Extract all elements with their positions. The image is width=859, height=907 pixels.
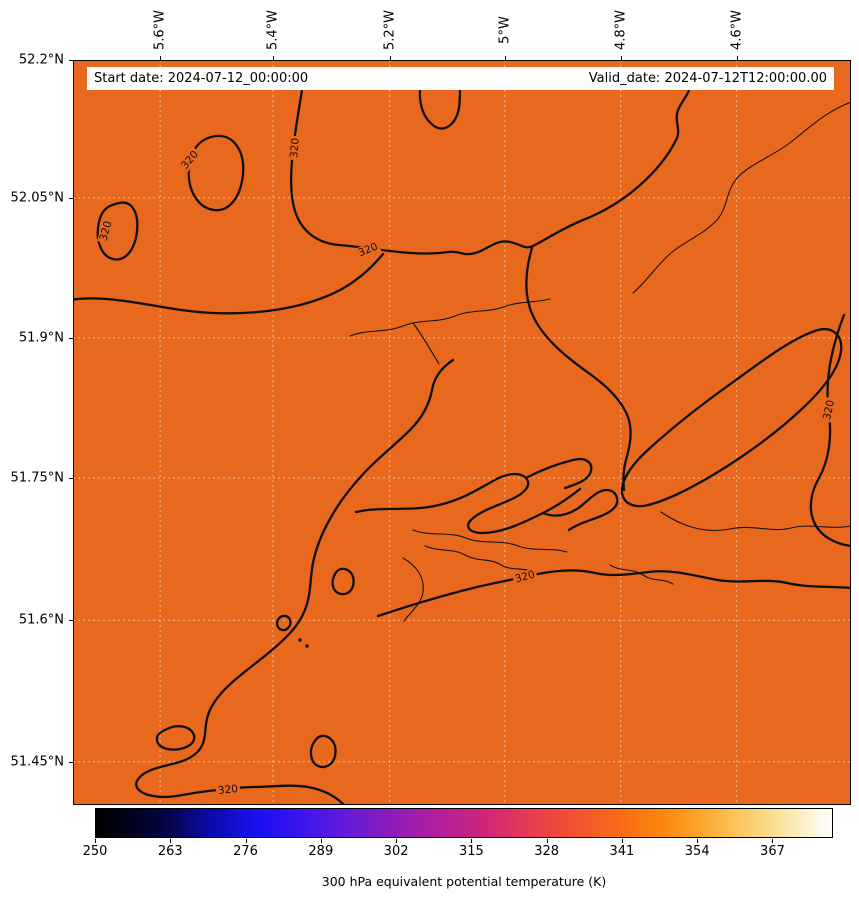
colorbar-gradient — [96, 809, 832, 837]
lon-tick-label: 4.8°W — [613, 9, 629, 51]
contour-line-320 — [275, 614, 292, 632]
colorbar-tick-mark — [170, 839, 172, 843]
lon-tick-label: 5°W — [497, 16, 513, 44]
lon-tick-mark — [504, 56, 506, 60]
lat-tick-label: 51.45°N — [10, 754, 64, 770]
contour-label: 320 — [354, 239, 382, 261]
lat-tick-mark — [69, 60, 73, 61]
top-axis: 5.6°W 5.4°W 5.2°W 5°W 4.8°W 4.6°W — [73, 0, 851, 60]
coastline-path — [424, 545, 534, 573]
coastline-layer — [349, 101, 851, 622]
lat-tick-label: 52.2°N — [18, 52, 64, 68]
map-area: 320 320 320 320 320 320 320 Start date: 2024-0… — [73, 60, 851, 805]
colorbar-tick-mark — [396, 839, 398, 843]
lat-tick-mark — [69, 337, 73, 339]
coastline-path — [412, 529, 568, 553]
contour-line-320 — [290, 88, 691, 256]
contour-line-320 — [525, 246, 632, 492]
colorbar-tick-mark — [245, 839, 247, 843]
contour-line-320 — [541, 488, 619, 532]
colorbar-tick-label: 341 — [609, 844, 635, 859]
contour-label: 320 — [215, 782, 241, 798]
colorbar-tick-label: 250 — [82, 844, 108, 859]
lon-tick-label: 5.4°W — [265, 9, 281, 51]
lat-tick-label: 51.75°N — [10, 470, 64, 486]
contour-line-320 — [620, 327, 843, 508]
lon-tick-mark — [272, 56, 274, 60]
lon-tick-mark — [620, 56, 622, 60]
map-frame — [73, 60, 851, 805]
lat-tick-mark — [69, 620, 73, 622]
coastline-path — [349, 298, 551, 337]
coastline-path — [660, 511, 851, 532]
colorbar-tick-label: 367 — [760, 844, 785, 859]
lat-tick-label: 51.6°N — [18, 612, 64, 628]
colorbar-tick-label: 354 — [684, 844, 710, 859]
colorbar-tick-mark — [95, 839, 96, 843]
islet-dot — [305, 644, 309, 648]
colorbar-title: 300 hPa equivalent potential temperature… — [321, 874, 607, 889]
contour-line-320 — [418, 87, 462, 130]
colorbar-tick-row: 250 263 276 289 302 315 328 341 354 367 — [83, 839, 833, 863]
valid-date-label: Valid_date: 2024-07-12T12:00:00.00 — [588, 71, 827, 86]
colorbar-tick-label: 328 — [534, 844, 560, 859]
contour-label-layer: 320 320 320 320 320 320 320 — [73, 60, 851, 805]
annotation-strip: Start date: 2024-07-12_00:00:00 Valid_da… — [87, 67, 834, 90]
lon-tick-mark — [160, 56, 162, 60]
contour-label: 320 — [820, 396, 838, 424]
contour-label: 320 — [511, 568, 539, 586]
contour-line-320 — [309, 734, 337, 769]
coastline-path — [609, 564, 674, 585]
colorbar-tick-label: 263 — [157, 844, 183, 859]
lat-tick-label: 52.05°N — [10, 190, 64, 206]
contour-label: 320 — [177, 146, 203, 174]
contour-line-320 — [354, 472, 582, 535]
colorbar-tick-mark — [320, 839, 322, 843]
contour-line-320 — [331, 567, 355, 596]
contour-line-320 — [73, 252, 385, 315]
lat-tick-mark — [69, 761, 73, 763]
start-date-label: Start date: 2024-07-12_00:00:00 — [94, 71, 309, 86]
colorbar-tick-label: 289 — [308, 844, 334, 859]
colorbar-tick-label: 302 — [383, 844, 409, 859]
lat-tick-mark — [69, 477, 73, 479]
contour-line-320 — [155, 725, 196, 751]
islet-dot — [298, 638, 302, 642]
contour-label: 320 — [287, 135, 303, 161]
contour-line-320 — [524, 458, 593, 490]
lat-tick-label: 51.9°N — [18, 330, 64, 346]
gridlines-layer — [73, 60, 851, 805]
map-canvas — [73, 60, 851, 805]
contour-label: 320 — [97, 217, 115, 245]
colorbar-tick-mark — [772, 839, 774, 843]
contour-line-320 — [96, 201, 139, 261]
colorbar-tick-mark — [621, 839, 623, 843]
colorbar-tick-label: 315 — [458, 844, 484, 859]
colorbar-tick-label: 276 — [233, 844, 258, 859]
left-axis: 52.2°N 52.05°N 51.9°N 51.75°N 51.6°N 51.45°N — [0, 53, 73, 805]
lon-tick-mark — [736, 56, 738, 60]
colorbar-tick-mark — [697, 839, 699, 843]
lon-tick-mark — [389, 56, 391, 60]
colorbar-tick-mark — [546, 839, 548, 843]
contour-line-320 — [376, 569, 851, 618]
lat-tick-mark — [69, 197, 73, 199]
contour-line-320 — [809, 313, 851, 548]
lon-tick-label: 5.2°W — [382, 9, 398, 51]
coastline-path — [402, 557, 424, 622]
colorbar — [95, 808, 833, 838]
colorbar-tick-mark — [471, 839, 473, 843]
lon-tick-label: 5.6°W — [152, 9, 168, 51]
coastline-path — [632, 101, 851, 294]
contour-line-320 — [135, 358, 455, 805]
lon-tick-label: 4.6°W — [729, 9, 745, 51]
contour-layer — [73, 87, 851, 805]
coastline-path — [412, 322, 440, 365]
